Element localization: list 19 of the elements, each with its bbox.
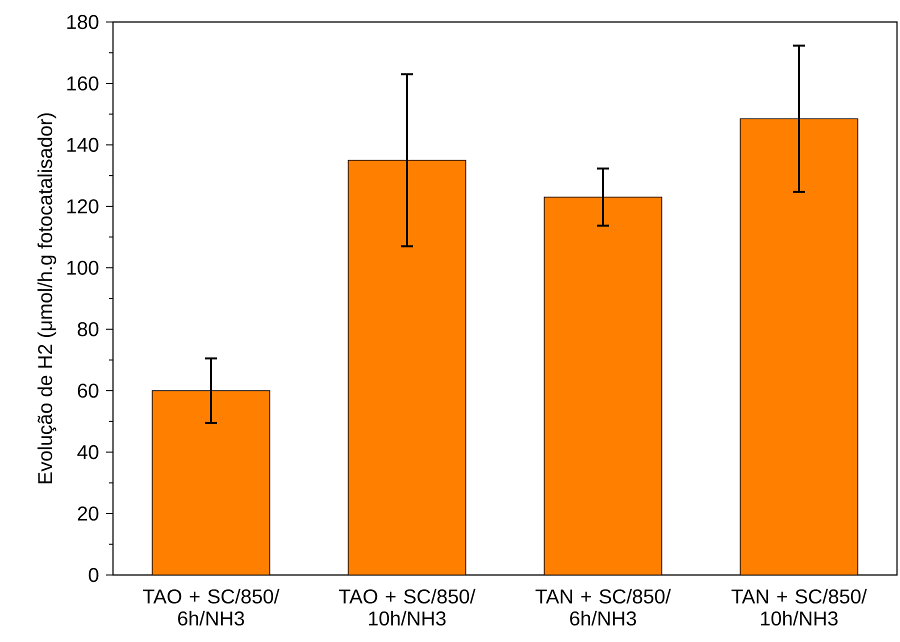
y-axis-title: Evolução de H2 (μmol/h.g fotocatalisador) bbox=[37, 113, 56, 484]
y-tick-label: 160 bbox=[67, 76, 98, 91]
y-tick-label: 40 bbox=[77, 445, 98, 460]
x-tick-label: TAN + SC/850/ 6h/NH3 bbox=[536, 588, 671, 626]
x-tick-label: TAO + SC/850/ 10h/NH3 bbox=[339, 588, 476, 626]
x-tick-label: TAN + SC/850/ 10h/NH3 bbox=[732, 588, 867, 626]
y-tick-label: 180 bbox=[67, 14, 98, 30]
y-tick-label: 120 bbox=[67, 199, 98, 214]
bar bbox=[348, 160, 466, 575]
y-tick-label: 60 bbox=[78, 384, 98, 398]
y-tick-label: 80 bbox=[78, 322, 98, 336]
y-tick-label: 140 bbox=[67, 138, 98, 152]
bar bbox=[740, 118, 858, 575]
y-tick-label: 100 bbox=[67, 260, 98, 275]
x-tick-label: TAO + SC/850/ 6h/NH3 bbox=[143, 588, 280, 626]
bar bbox=[152, 390, 270, 575]
bar bbox=[544, 196, 662, 575]
y-tick-label: 20 bbox=[78, 506, 98, 521]
y-tick-label: 0 bbox=[88, 568, 98, 582]
